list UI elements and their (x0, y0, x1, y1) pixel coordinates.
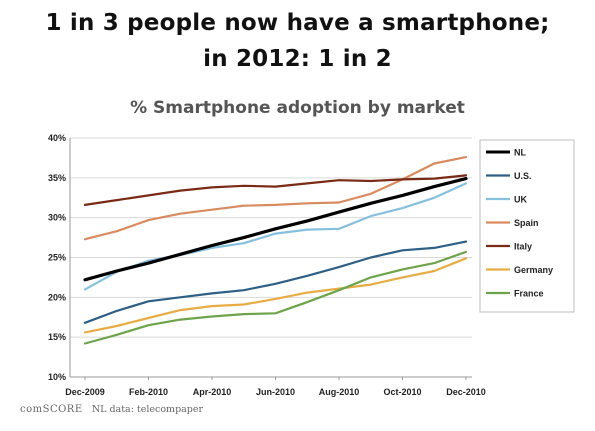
x-tick-label: Feb-2010 (129, 387, 168, 397)
x-tick-label: Dec-2009 (65, 387, 105, 397)
data-source-note: NL data: telecompaper (91, 404, 204, 415)
x-tick-label: Aug-2010 (319, 387, 360, 397)
axis-layer: 10% 15% 20% 25% 30% 35% 40% Dec-2009 Feb-2010 Apr… (48, 133, 486, 397)
legend-label-uk: UK (514, 195, 527, 205)
y-tick-label: 20% (48, 292, 66, 302)
series-line-italy (83, 174, 468, 206)
legend-label-italy: Italy (514, 242, 532, 252)
series-line-nl (83, 177, 468, 282)
y-tick-label: 30% (48, 213, 66, 223)
legend-box (479, 139, 575, 313)
series-line-uk (83, 182, 468, 291)
legend-label-spain: Spain (514, 218, 539, 228)
x-tick-label: Apr-2010 (193, 387, 232, 397)
series-line-france (83, 250, 468, 345)
comscore-logo: comSCORE (20, 404, 83, 415)
legend: NL U.S. UK Spain Italy Germany France (486, 148, 553, 299)
x-tick-label: Jun-2010 (256, 387, 295, 397)
legend-label-us: U.S. (514, 171, 532, 181)
legend-label-nl: NL (514, 148, 526, 158)
y-tick-label: 25% (48, 253, 66, 263)
legend-label-france: France (514, 289, 544, 299)
chart-title: % Smartphone adoption by market (130, 98, 465, 118)
x-tick-label: Dec-2010 (446, 387, 486, 397)
headline-line-1: 1 in 3 people now have a smartphone; (45, 10, 550, 36)
x-tick-label: Oct-2010 (383, 387, 421, 397)
y-tick-label: 35% (48, 173, 66, 183)
legend-frame (479, 139, 575, 313)
y-tick-label: 10% (48, 372, 66, 382)
y-tick-label: 40% (48, 133, 66, 143)
legend-label-germany: Germany (514, 265, 553, 275)
series-line-spain (83, 156, 468, 241)
headline-line-2: in 2012: 1 in 2 (203, 46, 392, 72)
footer: comSCORE NL data: telecompaper (20, 404, 203, 415)
series-layer (83, 156, 468, 345)
series-line-germany (83, 257, 468, 334)
y-tick-label: 15% (48, 332, 66, 342)
series-line-us (83, 240, 468, 324)
